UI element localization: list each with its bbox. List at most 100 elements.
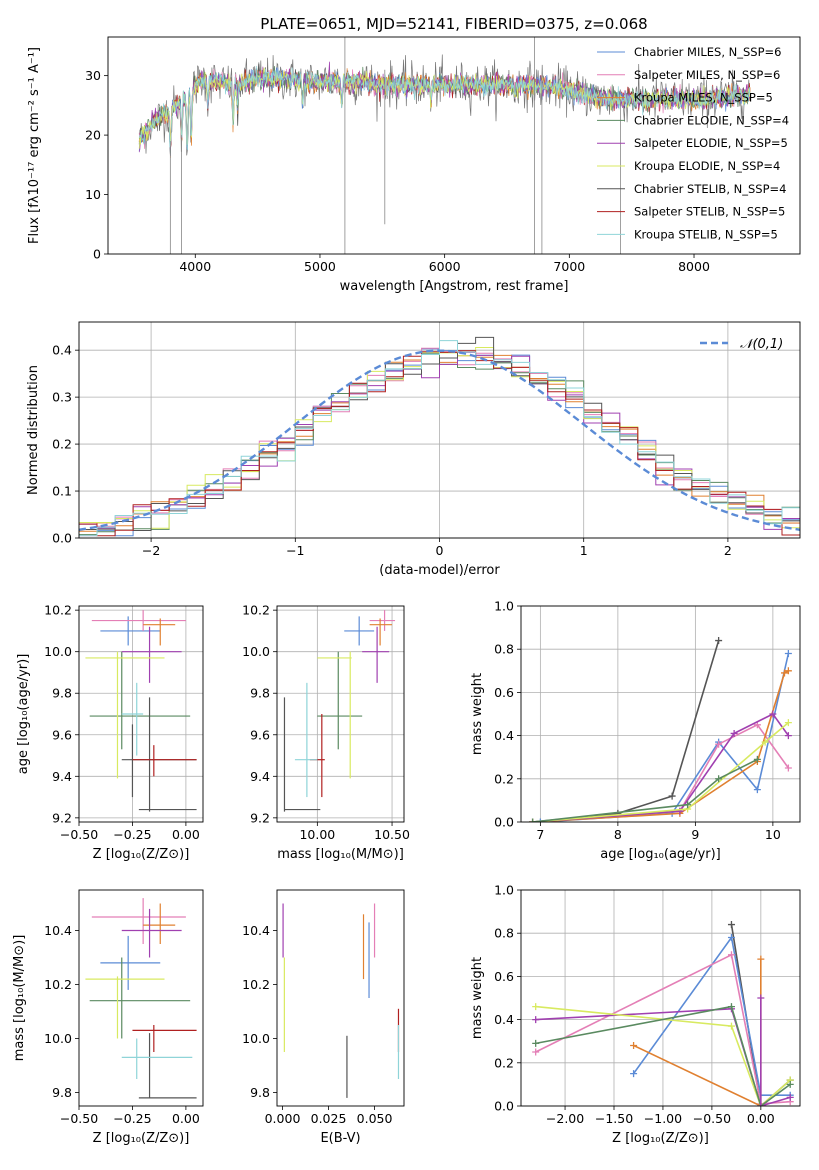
mass_vs_Z-plot-area — [85, 898, 197, 1099]
legend-label: Chabrier STELIB, N_SSP=4 — [634, 182, 786, 196]
y-axis-label: Flux [fλ10⁻¹⁷ erg cm⁻² s⁻¹ A⁻¹] — [27, 47, 42, 244]
spectrum-panel: 4000 5000 6000 7000 8000 0 10 20 30 wavelength [A… — [27, 15, 801, 294]
marker-kroupa_elodie — [784, 719, 792, 727]
legend-label: Kroupa STELIB, N_SSP=5 — [634, 227, 778, 241]
marker-salpeter_elodie — [769, 710, 777, 718]
y-tick-label: 0.8 — [494, 642, 514, 657]
marker-chabrier_elodie — [684, 801, 692, 809]
x-tick-label: −0.25 — [113, 1111, 151, 1126]
y-tick-label: 10.0 — [242, 1031, 270, 1046]
y-tick-label: 9.2 — [52, 810, 72, 825]
axes-frame — [107, 36, 801, 255]
x-axis-label: E(B-V) — [320, 1131, 360, 1146]
marker-chabrier_stelib — [715, 637, 723, 645]
x-tick-label: 4000 — [179, 259, 211, 274]
normal-curve — [79, 349, 800, 531]
y-axis-label: mass weight — [470, 673, 485, 755]
y-tick-label: 9.8 — [250, 686, 270, 701]
y-tick-label: 10.2 — [242, 603, 270, 618]
marker-kroupa_miles — [630, 1042, 638, 1050]
mass_weight_vs_age-plot-area — [529, 637, 792, 822]
y-tick-label: 0.2 — [52, 437, 72, 452]
x-axis-label: mass [log₁₀(M/M⊙)] — [277, 847, 404, 862]
y-tick-label: 0.4 — [494, 728, 514, 743]
marker-kroupa_elodie — [761, 738, 769, 746]
spectrum-plot-area — [138, 37, 751, 254]
marker-salpeter_elodie — [784, 732, 792, 740]
marker-chabrier_miles — [784, 650, 792, 658]
marker-chabrier_stelib — [727, 921, 735, 929]
x-tick-label: 8 — [614, 827, 622, 842]
marker-salpeter_elodie — [730, 729, 738, 737]
mass_weight_vs_Z-panel: −2.00 −1.50 −1.00 −0.50 0.00 0.0 0.2 0.4 0.6 0.8 1… — [470, 883, 801, 1146]
age_vs_mass-plot-area — [283, 610, 396, 812]
series-line-salpeter_miles — [535, 953, 791, 1105]
axes-frame — [78, 605, 204, 823]
y-tick-label: 0.6 — [494, 685, 514, 700]
y-tick-label: 10.0 — [242, 644, 270, 659]
axes-frame — [520, 889, 801, 1107]
x-tick-label: 10 — [765, 827, 781, 842]
marker-chabrier_miles — [727, 934, 735, 942]
marker-salpeter_miles — [784, 764, 792, 772]
x-tick-label: 8000 — [678, 259, 710, 274]
residuals-plot-area — [79, 336, 800, 537]
y-tick-label: 0.4 — [52, 343, 72, 358]
x-tick-label: −1.00 — [644, 1111, 682, 1126]
y-tick-label: 0 — [93, 247, 101, 262]
y-tick-label: 1.0 — [494, 883, 514, 898]
axes-frame — [520, 605, 801, 823]
y-tick-label: 9.6 — [250, 727, 270, 742]
marker-chabrier_miles — [753, 786, 761, 794]
marker-chabrier_elodie — [786, 1080, 794, 1088]
y-tick-label: 0.6 — [494, 969, 514, 984]
x-tick-label: 0.00 — [172, 1111, 200, 1126]
x-tick-label: −0.25 — [113, 827, 151, 842]
axes-frame — [78, 321, 801, 539]
marker-salpeter_miles — [715, 740, 723, 748]
marker-chabrier_elodie — [529, 818, 537, 822]
legend-label: Salpeter ELODIE, N_SSP=5 — [634, 136, 788, 150]
y-tick-label: 0.8 — [494, 926, 514, 941]
x-axis-label: wavelength [Angstrom, rest frame] — [340, 279, 569, 294]
series-line-chabrier_elodie — [532, 758, 758, 822]
y-tick-label: 9.4 — [52, 769, 72, 784]
y-tick-label: 0.0 — [494, 1099, 514, 1114]
y-tick-label: 10.0 — [44, 644, 72, 659]
axes-frame — [78, 889, 204, 1107]
series-line-salpeter_elodie — [532, 712, 790, 822]
x-tick-label: 0.00 — [747, 1111, 775, 1126]
y-tick-label: 9.8 — [52, 686, 72, 701]
y-tick-label: 10.4 — [242, 923, 270, 938]
y-tick-label: 20 — [85, 128, 101, 143]
y-axis-label: age [log₁₀(age/yr)] — [16, 654, 31, 775]
marker-kroupa_miles — [757, 955, 765, 963]
mass_vs_ebv-panel: 0.000 0.025 0.050 9.8 10.0 10.2 10.4 E(B-V) — [242, 889, 405, 1146]
y-tick-label: 0.0 — [52, 531, 72, 546]
x-tick-label: 0 — [436, 543, 444, 558]
x-tick-label: 10.50 — [374, 827, 410, 842]
marker-chabrier_stelib — [668, 792, 676, 800]
y-tick-label: 0.4 — [494, 1012, 514, 1027]
x-tick-label: −1.50 — [595, 1111, 633, 1126]
series-line-chabrier_elodie — [535, 1005, 791, 1106]
marker-salpeter_elodie — [532, 1016, 540, 1024]
x-axis-label: Z [log₁₀(Z/Z⊙)] — [93, 1131, 190, 1146]
y-tick-label: 10.2 — [44, 977, 72, 992]
legend-label: Chabrier ELODIE, N_SSP=4 — [634, 113, 789, 127]
x-tick-label: 5000 — [304, 259, 336, 274]
x-axis-label: Z [log₁₀(Z/Z⊙)] — [93, 847, 190, 862]
legend-label: Salpeter MILES, N_SSP=6 — [634, 68, 780, 82]
y-tick-label: 10 — [85, 187, 101, 202]
marker-chabrier_elodie — [753, 755, 761, 763]
model-spectrum-kroupa_stelib — [138, 65, 751, 150]
x-tick-label: −1 — [286, 543, 304, 558]
y-axis-label: Normed distribution — [26, 365, 41, 495]
y-tick-label: 30 — [85, 68, 101, 83]
y-tick-label: 0.2 — [494, 1055, 514, 1070]
x-tick-label: 1 — [580, 543, 588, 558]
legend-label: Salpeter STELIB, N_SSP=5 — [634, 205, 785, 219]
x-tick-label: 7 — [536, 827, 544, 842]
series-line-kroupa_elodie — [535, 1005, 791, 1106]
